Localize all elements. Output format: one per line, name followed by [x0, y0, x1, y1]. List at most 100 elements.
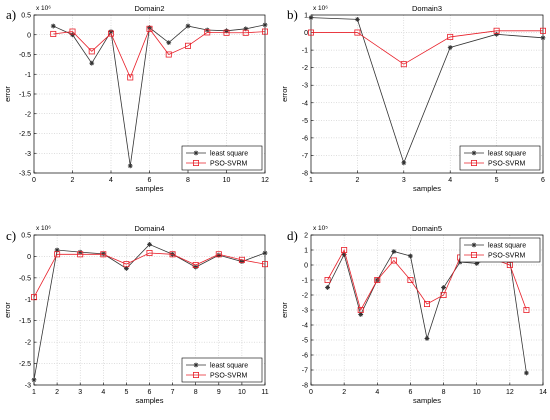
x-tick-label: 4: [109, 177, 113, 184]
y-exponent-label: x 10⁵: [313, 225, 328, 232]
y-tick-label: -3: [302, 308, 308, 315]
point-pso-svrm: [77, 251, 84, 258]
y-tick-label: -5: [302, 338, 308, 345]
x-tick-label: 3: [402, 177, 406, 184]
x-tick-label: 10: [238, 389, 246, 396]
x-tick-label: 12: [506, 389, 514, 396]
point-least-square: [262, 22, 268, 28]
point-least-square: [100, 251, 106, 257]
point-pso-svrm: [374, 277, 381, 284]
legend-box: [181, 357, 263, 383]
y-tick-label: -2.5: [19, 361, 31, 368]
y-tick-label: 2: [304, 233, 308, 240]
x-tick-label: 7: [171, 389, 175, 396]
point-least-square: [70, 32, 75, 38]
legend-box: [181, 145, 263, 171]
x-tick-label: 8: [442, 389, 446, 396]
point-pso-svrm: [261, 28, 268, 35]
x-tick-label: 1: [309, 177, 313, 184]
x-tick-label: 5: [124, 389, 128, 396]
legend-item-pso-svrm: PSO-SVRM: [186, 371, 248, 380]
point-pso-svrm: [238, 256, 245, 263]
legend-marker-square: [192, 371, 199, 378]
point-least-square: [358, 312, 364, 317]
y-tick-label: -8: [302, 171, 308, 178]
legend-item-pso-svrm: PSO-SVRM: [186, 159, 248, 168]
point-pso-svrm: [523, 307, 530, 314]
y-tick-label: -3: [25, 151, 31, 158]
point-pso-svrm: [108, 30, 115, 37]
legend-marker-star: [471, 150, 477, 156]
series-least-square: [50, 22, 268, 169]
point-pso-svrm: [324, 277, 331, 284]
x-tick-label: 2: [71, 177, 75, 184]
y-tick-label: -3.5: [19, 171, 31, 178]
x-axis-label: samples: [413, 184, 441, 193]
x-tick-label: 2: [342, 389, 346, 396]
legend: least square PSO-SVRM: [181, 357, 263, 383]
x-axis-label: samples: [136, 396, 164, 405]
legend-item-pso-svrm: PSO-SVRM: [464, 159, 526, 168]
y-tick-label: -1: [302, 278, 308, 285]
y-tick-label: -6: [302, 135, 308, 142]
series-least-square: [325, 249, 529, 376]
panel-domain5: d) 0 2 4 6 8 10 12 14 -8 -7 -6 -5 -4 -3 -2 -1 0 1 2 Domain5…: [275, 207, 550, 415]
point-least-square: [77, 249, 83, 255]
y-tick-label: -7: [302, 368, 308, 375]
point-least-square: [108, 29, 114, 34]
point-pso-svrm: [123, 261, 130, 268]
panel-domain4: c) 1 2 3 4 5 6 7 8 9 10 11 -3 -2.5 -2 -1.5 -1 -0.5 0 0.5 Do…: [0, 207, 275, 415]
y-axis-label: error: [3, 302, 12, 318]
y-tick-label: -0.5: [19, 52, 31, 59]
point-least-square: [224, 28, 229, 34]
series-pso-svrm: [50, 25, 268, 81]
y-exponent-label: x 10⁶: [36, 225, 51, 232]
point-pso-svrm: [169, 251, 176, 258]
point-least-square: [147, 25, 152, 31]
chart-title: Domain4: [134, 224, 164, 233]
legend-marker-star: [471, 242, 477, 248]
legend-label: PSO-SVRM: [488, 253, 526, 260]
point-least-square: [239, 259, 245, 264]
y-tick-label: 0.5: [21, 13, 31, 20]
y-tick-label: -3: [302, 83, 308, 90]
y-tick-label: -8: [302, 383, 308, 390]
point-pso-svrm: [223, 29, 230, 36]
point-pso-svrm: [127, 74, 134, 81]
point-pso-svrm: [100, 251, 107, 258]
y-tick-label: 1: [304, 248, 308, 255]
x-tick-label: 0: [32, 177, 36, 184]
chart-domain2: 0 2 4 6 8 10 12 -3.5 -3 -2.5 -2 -1.5 -1 -0.5 0 0.5 Domai…: [3, 4, 269, 193]
x-tick-label: 11: [261, 389, 268, 396]
point-least-square: [216, 252, 222, 258]
point-pso-svrm: [242, 29, 249, 36]
y-tick-label: -6: [302, 353, 308, 360]
legend: least square PSO-SVRM: [181, 145, 263, 171]
point-pso-svrm: [423, 301, 430, 308]
point-pso-svrm: [341, 247, 348, 254]
y-tick-label: -4: [302, 100, 308, 107]
x-tick-label: 1: [32, 389, 36, 396]
y-tick-label: 0.5: [21, 233, 31, 240]
x-tick-label: 10: [223, 177, 231, 184]
point-least-square: [391, 249, 397, 254]
x-tick-label: 14: [539, 389, 547, 396]
y-tick-label: -2: [302, 293, 308, 300]
x-tick-label: 6: [148, 389, 152, 396]
legend-marker-square: [192, 159, 199, 166]
point-least-square: [50, 23, 56, 29]
point-pso-svrm: [50, 30, 57, 37]
legend-label: least square: [210, 151, 248, 158]
series-least-square: [308, 15, 546, 166]
legend-label: PSO-SVRM: [210, 373, 248, 380]
panel-letter-a: a): [6, 7, 17, 22]
y-tick-label: -7: [302, 153, 308, 160]
x-tick-label: 9: [217, 389, 221, 396]
point-least-square: [243, 26, 249, 32]
point-pso-svrm: [390, 257, 397, 264]
x-tick-label: 8: [194, 389, 198, 396]
legend-label: least square: [488, 243, 526, 250]
x-tick-label: 0: [309, 389, 313, 396]
line-least-square: [310, 17, 544, 164]
point-pso-svrm: [192, 262, 199, 269]
